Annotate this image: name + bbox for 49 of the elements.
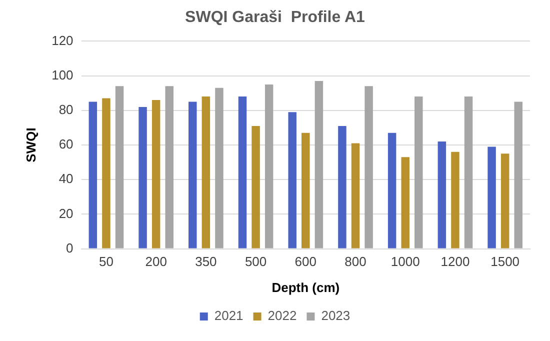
x-tick-label: 50 [98, 254, 114, 270]
legend-label: 2023 [321, 308, 350, 324]
bar [314, 80, 324, 248]
bar [302, 132, 310, 248]
bar [215, 88, 224, 248]
bar [338, 126, 346, 248]
x-tick-label: 800 [344, 254, 366, 270]
y-tick-label: 40 [58, 171, 74, 186]
bar [288, 112, 296, 248]
bar [464, 96, 473, 248]
x-tick-label: 1200 [440, 254, 470, 270]
bar [438, 142, 446, 248]
y-tick-label: 100 [52, 67, 74, 82]
legend-label: 2021 [214, 308, 244, 324]
x-axis-title: Depth (cm) [272, 280, 340, 295]
x-tick-label: 500 [244, 254, 267, 270]
y-tick-label: 60 [58, 136, 74, 152]
x-tick-label: 200 [145, 254, 167, 270]
y-tick-label: 20 [58, 206, 74, 221]
bar [252, 126, 260, 248]
bar [188, 102, 197, 248]
bar [488, 146, 496, 248]
x-tick-label: 600 [294, 254, 316, 270]
bar [388, 132, 396, 248]
bar [102, 98, 110, 248]
y-axis-title: SWQI [23, 128, 38, 162]
bar [115, 86, 124, 248]
bar [165, 86, 174, 248]
y-tick-label: 0 [66, 240, 74, 256]
bar [451, 152, 460, 248]
x-tick-label: 1000 [390, 254, 420, 270]
bar [264, 84, 274, 248]
y-tick-label: 120 [52, 32, 74, 48]
bar [401, 157, 410, 248]
bar [364, 86, 373, 248]
legend-label: 2022 [268, 308, 297, 324]
x-tick-label: 350 [195, 254, 217, 270]
bar [351, 143, 360, 248]
bar [414, 96, 423, 248]
y-tick-label: 80 [58, 102, 74, 117]
bar [238, 96, 247, 248]
bar [514, 102, 522, 248]
bar [500, 154, 510, 248]
bar [138, 106, 147, 248]
chart-title: SWQI Garaši Profile A1 [185, 9, 366, 26]
bar [88, 102, 98, 248]
bar [152, 100, 160, 248]
x-tick-label: 1500 [490, 254, 520, 270]
bar [202, 96, 210, 248]
